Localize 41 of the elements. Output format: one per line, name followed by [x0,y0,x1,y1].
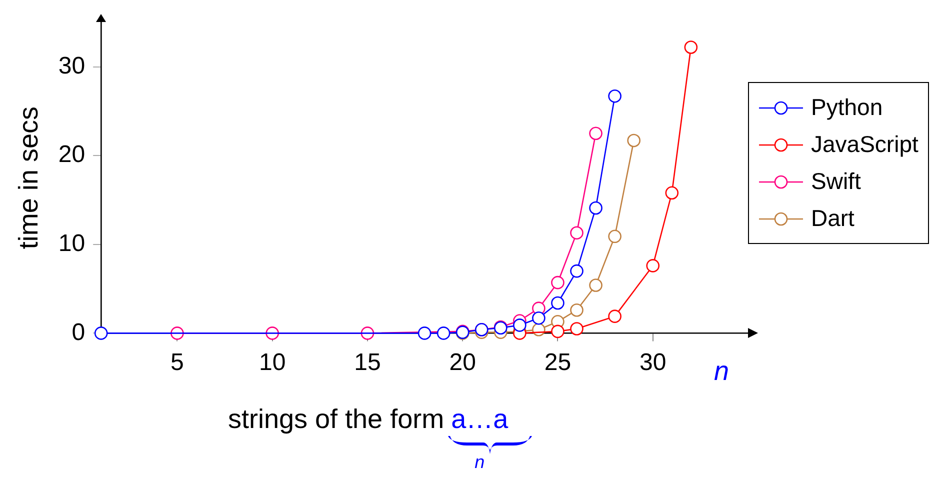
point [684,40,698,54]
x-tick-label: 20 [449,349,476,376]
y-tick-label: 0 [72,318,86,346]
point [570,303,584,317]
point [551,296,564,310]
point [589,126,602,140]
y-axis-title: time in secs [14,106,44,250]
point [608,89,622,103]
point [665,186,679,200]
point [513,318,526,332]
y-tick-label: 20 [58,141,86,168]
x-tick-label: 15 [354,349,381,376]
legend-label: Swift [811,168,861,195]
x-tick-label: 30 [640,349,666,376]
point [436,326,450,340]
point [551,276,564,290]
point [627,134,640,148]
point [551,324,564,338]
point [589,278,602,292]
point [570,322,584,336]
x-tick-label: 5 [170,349,184,376]
text: a…a [451,404,508,434]
point [570,226,584,240]
x-axis-title: strings of the form [228,404,444,435]
point [570,264,584,278]
point [646,259,660,272]
legend-label: Dart [811,205,854,232]
point [608,310,622,323]
point [608,230,622,244]
text: n [714,356,730,387]
x-tick-label: 25 [544,349,572,376]
point [94,326,108,340]
text: n [474,452,486,473]
point [532,311,546,325]
point [418,326,432,340]
x-tick-label: 10 [258,349,286,376]
y-tick-label: 10 [58,230,86,258]
y-tick-label: 30 [58,52,86,80]
legend-label: JavaScript [811,131,918,158]
legend-label: Python [811,94,883,121]
point [589,201,602,215]
